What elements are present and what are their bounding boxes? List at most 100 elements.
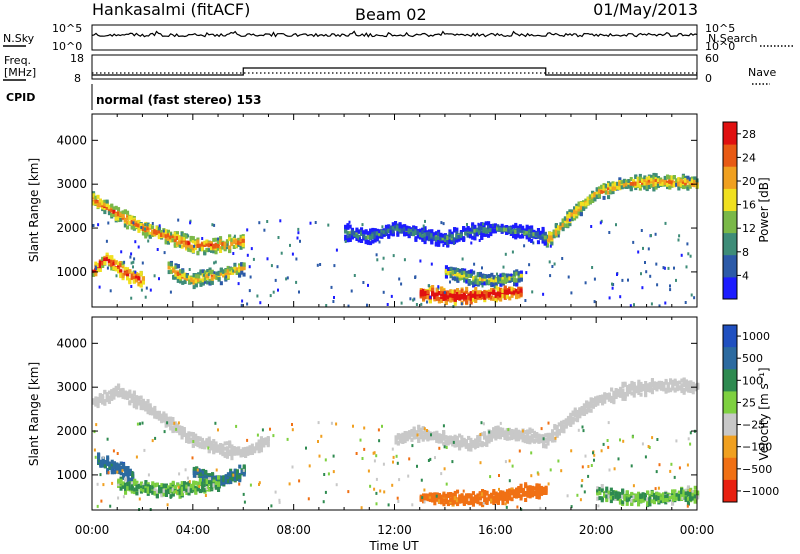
echo-cell	[244, 450, 248, 455]
echo-cell	[532, 439, 536, 444]
echo-cell	[666, 182, 670, 187]
echo-cell	[153, 405, 157, 410]
echo-cell	[618, 186, 622, 191]
echo-cell	[423, 240, 427, 245]
echo-cell	[663, 179, 667, 184]
echo-cell	[110, 395, 114, 399]
echo-cell	[189, 219, 192, 223]
echo-cell	[382, 230, 386, 235]
echo-cell	[516, 227, 520, 232]
echo-cell	[201, 278, 205, 283]
echo-cell	[177, 218, 180, 222]
echo-cell	[469, 437, 473, 442]
echo-cell	[391, 229, 395, 234]
echo-cell	[588, 194, 592, 199]
echo-cell	[117, 393, 121, 398]
echo-cell	[124, 470, 128, 475]
echo-cell	[496, 426, 500, 431]
echo-cell	[130, 223, 134, 228]
echo-cell	[414, 432, 418, 437]
echo-cell	[593, 197, 597, 202]
echo-cell	[203, 270, 207, 275]
echo-cell	[126, 466, 130, 470]
echo-cell	[435, 292, 439, 297]
echo-cell	[632, 390, 636, 395]
echo-cell	[528, 436, 532, 441]
echo-cell	[514, 435, 518, 440]
echo-cell	[446, 240, 450, 245]
echo-cell	[444, 265, 448, 270]
echo-cell	[219, 249, 223, 253]
echo-cell	[598, 397, 602, 402]
echo-cell	[348, 233, 352, 238]
echo-cell	[375, 231, 379, 236]
echo-cell	[110, 392, 114, 396]
echo-cell	[414, 435, 418, 440]
echo-cell	[359, 237, 361, 241]
echo-cell	[180, 239, 184, 244]
echo-cell	[542, 442, 546, 447]
echo-cell	[295, 280, 298, 284]
echo-cell	[219, 281, 223, 286]
echo-cell	[689, 380, 693, 385]
echo-cell	[501, 427, 505, 432]
echo-cell	[246, 450, 250, 455]
echo-cell	[636, 183, 640, 188]
echo-cell	[421, 430, 425, 435]
echo-cell	[163, 251, 166, 255]
echo-cell	[133, 257, 136, 261]
echo-cell	[207, 248, 211, 253]
echo-cell	[185, 241, 189, 246]
echo-cell	[134, 270, 137, 274]
echo-cell	[130, 273, 134, 278]
echo-cell	[112, 391, 116, 396]
echo-cell	[225, 448, 229, 453]
echo-cell	[629, 181, 633, 186]
echo-cell	[505, 436, 509, 441]
echo-cell	[180, 481, 184, 486]
echo-cell	[187, 234, 190, 238]
echo-cell	[412, 232, 416, 237]
echo-cell	[384, 228, 387, 232]
echo-cell	[675, 178, 679, 183]
echo-cell	[167, 485, 171, 490]
echo-cell	[525, 224, 529, 229]
echo-cell	[180, 425, 184, 430]
echo-cell	[217, 237, 219, 241]
echo-cell	[314, 221, 317, 224]
echo-cell	[180, 488, 184, 493]
echo-cell	[96, 194, 100, 199]
echo-cell	[517, 274, 521, 279]
echo-cell	[483, 435, 487, 440]
echo-cell	[246, 228, 249, 232]
echo-cell	[178, 240, 182, 245]
echo-cell	[160, 419, 164, 424]
echo-cell	[174, 270, 178, 275]
echo-cell	[109, 289, 112, 293]
echo-cell	[371, 233, 375, 238]
echo-cell	[501, 276, 505, 281]
echo-cell	[110, 470, 114, 475]
echo-cell	[654, 182, 658, 187]
echo-cell	[403, 224, 407, 229]
echo-cell	[625, 388, 629, 393]
echo-cell	[205, 438, 209, 443]
echo-cell	[188, 275, 192, 280]
echo-cell	[430, 240, 434, 245]
echo-cell	[139, 487, 143, 492]
echo-cell	[539, 438, 543, 443]
echo-cell	[435, 296, 439, 301]
echo-cell	[503, 294, 507, 299]
echo-cell	[197, 274, 201, 279]
echo-cell	[652, 172, 656, 177]
echo-cell	[469, 445, 473, 450]
echo-cell	[189, 236, 193, 241]
echo-cell	[110, 262, 114, 267]
echo-cell	[400, 224, 404, 229]
echo-cell	[419, 433, 423, 438]
echo-cell	[99, 459, 103, 464]
echo-cell	[185, 273, 189, 278]
echo-cell	[179, 244, 182, 248]
echo-cell	[503, 285, 507, 290]
echo-cell	[508, 273, 512, 278]
